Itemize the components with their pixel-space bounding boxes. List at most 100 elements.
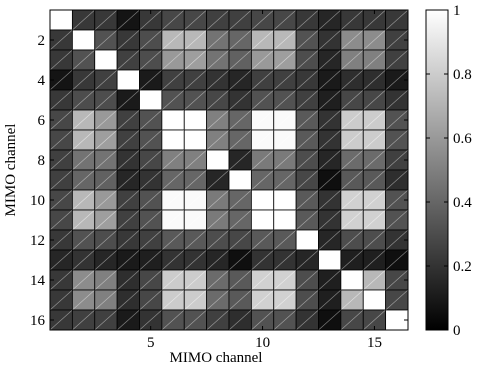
cell-hatch [318, 89, 342, 111]
cell-hatch [251, 29, 274, 51]
cell-hatch [206, 9, 230, 31]
cell-hatch [251, 189, 274, 211]
cell-hatch [385, 69, 409, 91]
cell-hatch [318, 9, 342, 31]
cell-hatch [206, 289, 230, 311]
cell-hatch [385, 149, 409, 171]
cell-hatch [385, 229, 409, 251]
cell-hatch [94, 69, 118, 91]
cell-hatch [340, 309, 364, 331]
cell-hatch [251, 89, 274, 111]
cell-hatch [273, 169, 297, 191]
cell-hatch [49, 149, 73, 171]
cell-hatch [363, 29, 386, 51]
cell-hatch [385, 309, 409, 331]
cell-hatch [116, 89, 140, 111]
y-tick-label: 10 [30, 193, 45, 209]
cell-hatch [273, 209, 297, 231]
cell-hatch [295, 309, 319, 331]
cell-hatch [363, 109, 386, 131]
cell-hatch [161, 289, 185, 311]
cell-hatch [161, 49, 185, 71]
cell-hatch [228, 269, 252, 291]
cell-hatch [139, 269, 163, 291]
cell-hatch [318, 229, 342, 251]
cell-hatch [206, 229, 230, 251]
cell-hatch [161, 269, 185, 291]
cell-hatch [273, 269, 297, 291]
colorbar-tick-label: 0.2 [453, 259, 472, 275]
cell-hatch [161, 189, 185, 211]
colorbar-tick-label: 1 [453, 3, 461, 19]
cell-hatch [139, 109, 163, 131]
cell-hatch [139, 169, 163, 191]
cell-hatch [72, 89, 95, 111]
cell-hatch [340, 269, 364, 291]
cell-hatch [116, 249, 140, 271]
cell-hatch [184, 249, 207, 271]
cell-hatch [340, 249, 364, 271]
y-tick-label: 16 [30, 313, 46, 329]
cell-hatch [184, 129, 207, 151]
plot-frame [49, 9, 409, 331]
cell-hatch [363, 129, 386, 151]
cell-hatch [49, 269, 73, 291]
cell-hatch [340, 89, 364, 111]
cell-hatch [184, 89, 207, 111]
cell-hatch [340, 69, 364, 91]
cell-hatch [116, 69, 140, 91]
cell-hatch [273, 289, 297, 311]
cell-hatch [251, 49, 274, 71]
cell-hatch [184, 209, 207, 231]
cell-hatch [228, 309, 252, 331]
cell-hatch [184, 109, 207, 131]
cell-hatch [139, 29, 163, 51]
cell-hatch [116, 309, 140, 331]
cell-hatch [273, 9, 297, 31]
cell-hatch [72, 289, 95, 311]
cell-hatch [94, 209, 118, 231]
cell-hatch [295, 129, 319, 151]
cell-hatch [295, 29, 319, 51]
cell-hatch [385, 29, 409, 51]
cell-hatch [228, 149, 252, 171]
y-tick-label: 8 [38, 153, 46, 169]
cell-hatch [49, 69, 73, 91]
cell-hatch [340, 229, 364, 251]
cell-hatch [116, 109, 140, 131]
cell-hatch [206, 109, 230, 131]
cell-hatch [273, 89, 297, 111]
cell-hatch [206, 249, 230, 271]
cell-hatch [206, 49, 230, 71]
cell-hatch [94, 129, 118, 151]
cell-hatch [228, 249, 252, 271]
x-axis-ticks: 5 10 15 [147, 10, 382, 351]
cell-hatch [273, 69, 297, 91]
cell-hatch [161, 169, 185, 191]
y-axis-label: MIMO channel [3, 124, 19, 217]
cell-hatch [228, 89, 252, 111]
cell-hatch [385, 289, 409, 311]
cell-hatch [94, 229, 118, 251]
cell-hatch [139, 189, 163, 211]
cell-hatch [184, 169, 207, 191]
cell-hatch [273, 229, 297, 251]
cell-hatch [49, 109, 73, 131]
cell-hatch [94, 309, 118, 331]
cell-hatch [206, 209, 230, 231]
heatmap-cells [49, 9, 409, 331]
cell-hatch [184, 149, 207, 171]
colorbar-tick-label: 0.6 [453, 131, 472, 147]
cell-hatch [295, 109, 319, 131]
y-axis-ticks: 2 4 6 8 10 12 14 16 [30, 33, 408, 329]
cell-hatch [363, 9, 386, 31]
colorbar-tick-label: 0.4 [453, 195, 472, 211]
cell-hatch [295, 49, 319, 71]
cell-hatch [228, 69, 252, 91]
cell-hatch [94, 9, 118, 31]
y-tick-label: 12 [30, 233, 45, 249]
cell-hatch [139, 9, 163, 31]
cell-hatch [251, 109, 274, 131]
